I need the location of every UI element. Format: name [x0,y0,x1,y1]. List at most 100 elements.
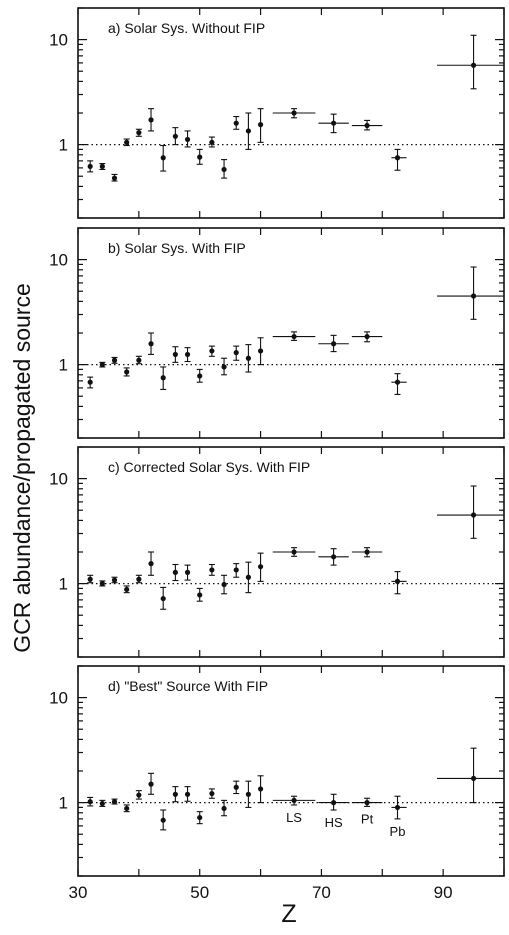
data-point [111,577,118,583]
data-point [233,350,239,356]
data-point [124,805,130,812]
y-tick-label: 10 [49,31,68,50]
data-point [172,791,178,797]
point-label: HS [325,815,343,830]
point-label: Pb [390,824,406,839]
x-axis-title: Z [281,900,296,928]
data-point [257,122,264,128]
y-tick-label: 10 [49,251,68,270]
x-tick-label: 50 [190,883,209,902]
x-tick-label: 30 [69,883,88,902]
data-point [160,817,166,823]
data-point [148,561,154,567]
plot-frame [77,227,505,439]
data-point [184,136,191,143]
data-point [160,375,166,381]
y-tick-label: 1 [59,136,68,155]
data-point [87,163,93,170]
data-point [209,567,215,573]
data-point [197,814,203,821]
data-point [257,564,264,570]
data-point [470,293,477,299]
data-point [136,357,142,363]
data-point [221,166,227,173]
data-point [148,341,154,347]
data-point [331,554,337,560]
panel-d: 10 1 d) "Best" Source With FIP LS HS Pt Pb 30 50… [49,665,505,902]
data-point [364,333,370,340]
data-point [221,805,227,812]
data-point [148,117,154,123]
data-point [197,592,203,598]
data-point [124,369,130,375]
data-point [291,797,297,803]
data-point [160,595,166,602]
data-point [148,781,154,787]
x-tick-label: 70 [312,883,331,902]
data-point [184,351,191,358]
y-tick-label: 1 [59,794,68,813]
data-point [172,569,178,575]
data-point [257,348,264,354]
data-point [172,133,178,139]
data-point [245,791,251,797]
y-tick-label: 10 [49,470,68,489]
data-point [364,122,370,129]
data-point [233,567,239,573]
data-point [197,373,203,379]
panels: 10 1 a) Solar Sys. Without FIP 10 1 b) Solar … [49,7,505,902]
point-label: Pt [361,811,374,826]
panel-a: 10 1 a) Solar Sys. Without FIP [49,7,505,219]
data-point [136,792,142,798]
data-point [172,351,178,358]
data-point [291,333,297,340]
panel-title: b) Solar Sys. With FIP [108,240,246,256]
data-point [394,804,401,811]
data-point [331,341,337,347]
data-point [99,362,105,368]
data-point [160,155,166,161]
data-point [291,110,297,116]
data-point [136,130,142,136]
data-point [221,364,227,370]
data-point [87,799,93,805]
data-point [184,569,191,575]
data-point [209,790,215,797]
data-point [394,379,401,385]
y-tick-label: 1 [59,575,68,594]
data-point [245,574,251,580]
data-point [209,139,215,145]
data-point [209,348,215,354]
data-point [99,581,105,587]
panel-c: 10 1 c) Corrected Solar Sys. With FIP [49,446,505,658]
data-point [197,154,203,160]
data-point [470,62,477,68]
data-point [233,120,239,126]
data-point [257,786,264,792]
data-point [99,163,105,170]
data-point [331,800,337,806]
data-point [470,512,477,518]
panel-title: c) Corrected Solar Sys. With FIP [108,459,310,475]
data-point [87,576,93,582]
data-point [470,775,477,782]
y-tick-label: 1 [59,356,68,375]
y-axis-title: GCR abundance/propagated source [9,283,35,653]
data-point [124,139,130,145]
data-point [221,581,227,588]
data-point [394,578,401,584]
data-point [331,120,337,126]
data-point [111,357,118,363]
panel-b: 10 1 b) Solar Sys. With FIP [49,227,505,439]
point-label: LS [286,810,302,825]
data-point [124,586,130,593]
panel-title: a) Solar Sys. Without FIP [108,20,265,36]
data-point [245,128,251,134]
x-tick-label: 90 [434,883,453,902]
data-point [245,355,251,361]
data-point [291,549,297,555]
data-point [111,175,118,181]
data-point [233,784,239,790]
